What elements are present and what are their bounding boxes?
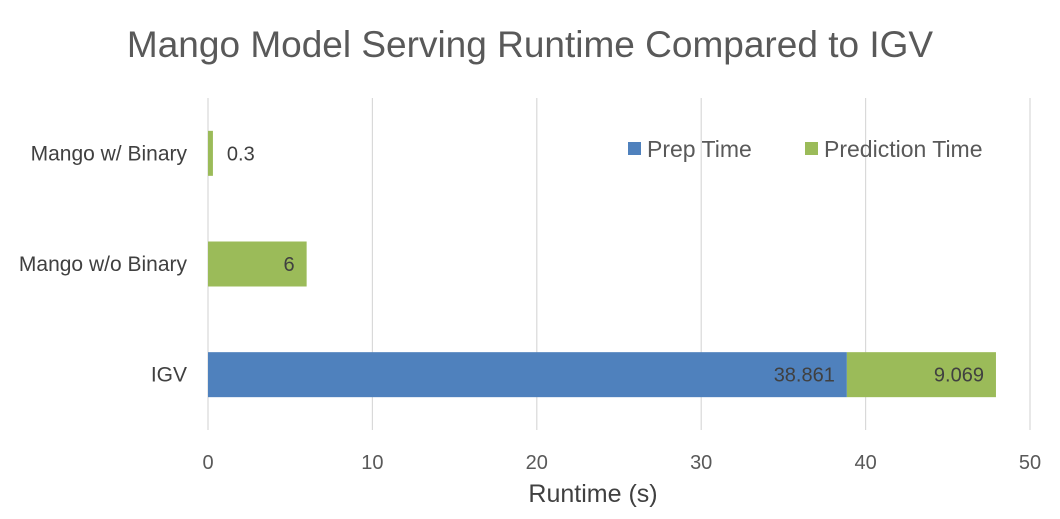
bar-prep (208, 352, 847, 398)
x-tick-10: 10 (361, 452, 383, 474)
category-labels: IGV Mango w/o Binary Mango w/ Binary (19, 142, 188, 386)
bars: 38.861 9.069 6 0.3 (208, 130, 996, 398)
data-label: 6 (284, 254, 295, 276)
x-tick-0: 0 (202, 452, 213, 474)
legend: Prep Time Prediction Time (628, 136, 983, 162)
x-tick-50: 50 (1019, 452, 1041, 474)
legend-swatch-prep (628, 142, 641, 155)
x-axis-title: Runtime (s) (528, 480, 657, 508)
bar-prediction (208, 130, 213, 176)
data-label: 0.3 (227, 143, 255, 165)
chart-title: Mango Model Serving Runtime Compared to … (127, 24, 933, 65)
x-tick-40: 40 (854, 452, 876, 474)
bar-prediction (208, 241, 307, 287)
data-label: 9.069 (934, 365, 984, 387)
bar-prediction (846, 352, 996, 398)
legend-swatch-prediction (805, 142, 818, 155)
legend-label-prediction: Prediction Time (824, 136, 983, 162)
category-label: Mango w/ Binary (31, 142, 188, 165)
x-tick-20: 20 (526, 452, 548, 474)
x-tick-labels: 0 10 20 30 40 50 (202, 452, 1041, 474)
category-label: IGV (151, 364, 187, 387)
category-label: Mango w/o Binary (19, 253, 188, 276)
legend-label-prep: Prep Time (647, 136, 752, 162)
x-tick-30: 30 (690, 452, 712, 474)
data-label: 38.861 (774, 365, 835, 387)
